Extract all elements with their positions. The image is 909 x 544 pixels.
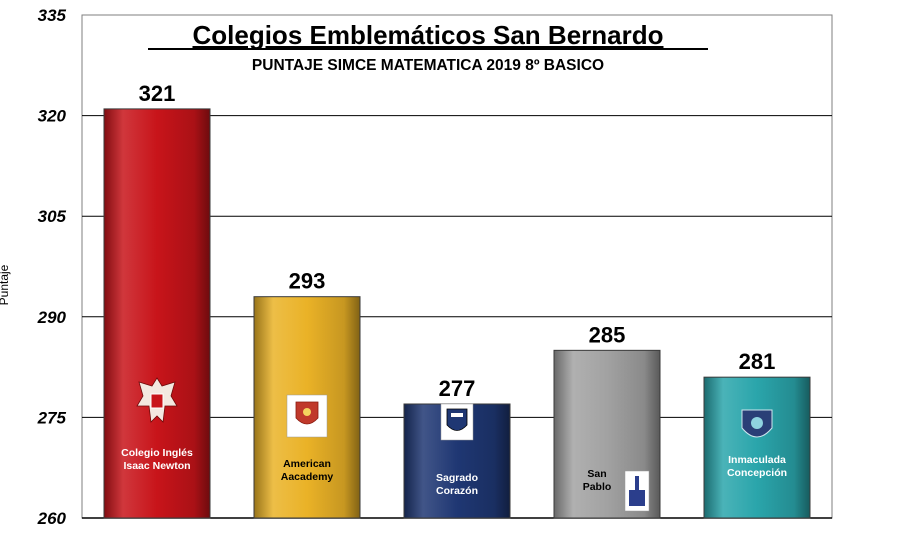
bar-category-label: Inmaculada: [728, 454, 786, 466]
bars: [103, 108, 811, 519]
bar-category-label: Isaac Newton: [123, 460, 190, 472]
bar-value-label: 285: [589, 322, 626, 347]
logos: [136, 377, 773, 512]
y-tick-label: 335: [38, 6, 67, 25]
bar-category-label: Concepción: [727, 467, 787, 479]
bar-category-label: Corazón: [436, 485, 478, 497]
academy-shield-icon: [286, 394, 328, 438]
bar-category-label: San: [587, 468, 606, 480]
inmaculada-shield-icon: [741, 409, 773, 438]
bar: [103, 108, 211, 519]
value-labels: 321 293 277 285 281: [139, 81, 776, 401]
san-pablo-logo-icon: [624, 470, 650, 512]
bar-category-label: American: [283, 458, 331, 470]
bar-category-label: Sagrado: [436, 472, 478, 484]
bar-category-label: Colegio Inglés: [121, 447, 193, 459]
bar-value-label: 281: [739, 349, 776, 374]
y-tick-label: 260: [37, 509, 67, 528]
bar: [703, 376, 811, 519]
y-tick-label: 275: [37, 408, 67, 427]
bar-value-label: 321: [139, 81, 176, 106]
bar-category-label: Aacademy: [281, 471, 334, 483]
y-axis-label: Puntaje: [0, 264, 11, 305]
sacred-heart-shield-icon: [440, 403, 474, 441]
y-tick-label: 290: [37, 308, 67, 327]
bar-category-label: Pablo: [583, 481, 612, 493]
bar-value-label: 277: [439, 376, 476, 401]
chart-title: Colegios Emblemáticos San Bernardo: [192, 20, 663, 50]
bar-value-label: 293: [289, 269, 326, 294]
y-tick-label: 320: [38, 107, 67, 126]
chart-subtitle: PUNTAJE SIMCE MATEMATICA 2019 8º BASICO: [252, 57, 604, 74]
y-tick-label: 305: [38, 207, 67, 226]
y-axis-ticks: 260 275 290 305 320 335: [37, 6, 67, 528]
eagle-crest-icon: [136, 377, 178, 423]
